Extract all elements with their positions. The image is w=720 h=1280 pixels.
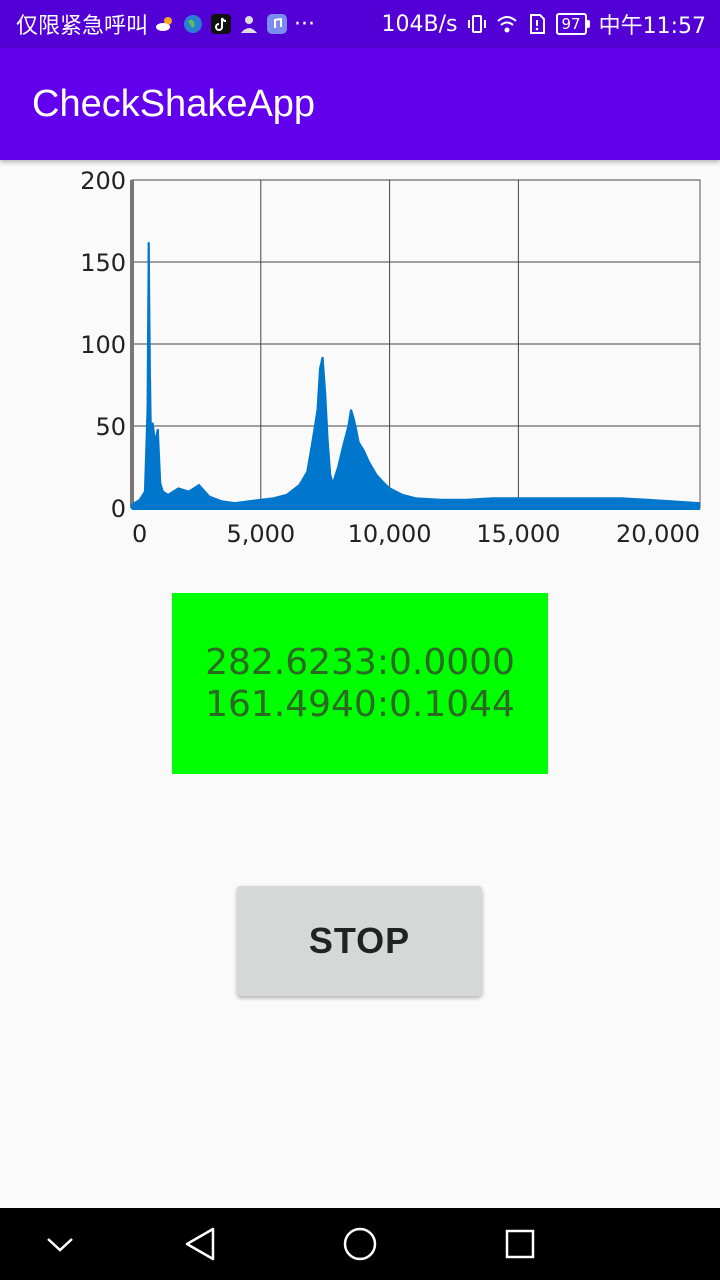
navigation-bar	[0, 1208, 720, 1280]
x-tick-label: 10,000	[348, 520, 432, 548]
tiktok-icon	[210, 13, 232, 35]
music-icon	[266, 13, 288, 35]
app-bar: CheckShakeApp	[0, 48, 720, 160]
battery-icon: 97	[555, 13, 590, 35]
globe-icon	[182, 13, 204, 35]
app-title: CheckShakeApp	[32, 82, 316, 125]
wifi-icon	[496, 13, 518, 35]
y-tick-label: 50	[95, 413, 126, 441]
back-icon[interactable]	[160, 1208, 240, 1280]
spectrum-chart-svg: 0 50 100 150 200 0 5,000 10,000 15,000 20,000	[80, 167, 701, 548]
profile-icon	[238, 13, 260, 35]
home-icon[interactable]	[320, 1208, 400, 1280]
vibrate-icon	[466, 13, 488, 35]
result-line-1: 282.6233:0.0000	[205, 641, 515, 683]
y-tick-label: 200	[80, 167, 126, 195]
carrier-text: 仅限紧急呼叫	[16, 14, 149, 39]
sim-alert-icon	[526, 13, 548, 35]
status-bar: 仅限紧急呼叫 ··· 104B/s 97 中午11:57	[0, 0, 720, 48]
result-box: 282.6233:0.0000 161.4940:0.1044	[172, 593, 548, 774]
x-tick-label: 15,000	[476, 520, 560, 548]
x-tick-label: 0	[132, 520, 147, 548]
y-tick-label: 0	[111, 495, 126, 523]
clock: 中午11:57	[598, 14, 706, 39]
more-notifications-icon: ···	[294, 11, 315, 37]
x-tick-label: 20,000	[616, 520, 700, 548]
network-speed: 104B/s	[381, 11, 458, 37]
recents-icon[interactable]	[480, 1208, 560, 1280]
chevron-down-icon[interactable]	[20, 1208, 100, 1280]
spectrum-chart: 0 50 100 150 200 0 5,000 10,000 15,000 20,000	[0, 160, 720, 560]
y-tick-label: 100	[80, 331, 126, 359]
x-tick-label: 5,000	[226, 520, 295, 548]
stop-button[interactable]: STOP	[237, 886, 482, 996]
result-line-2: 161.4940:0.1044	[205, 683, 515, 725]
weather-icon	[154, 13, 176, 35]
y-tick-label: 150	[80, 249, 126, 277]
